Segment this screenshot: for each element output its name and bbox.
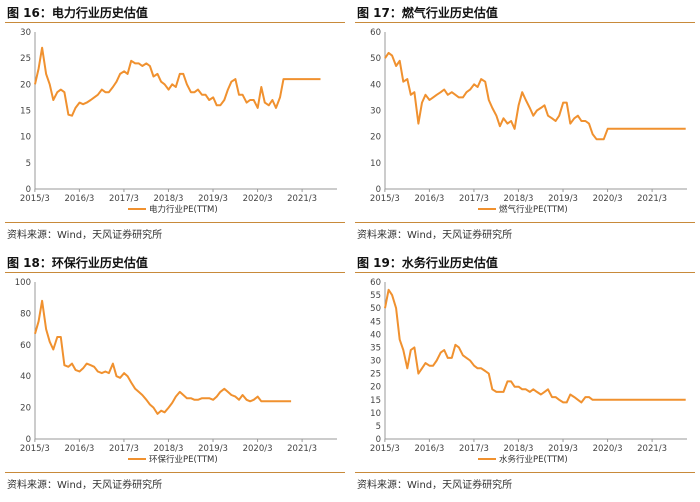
y-tick-label: 20 [370, 383, 381, 393]
y-tick-label: 5 [376, 422, 381, 432]
panel-water: 图 19：水务行业历史估值 0 5 10 15 20 25 30 35 40 45 50 55 60 20… [355, 254, 695, 502]
legend-label: 电力行业PE(TTM) [149, 204, 218, 215]
y-tick-label: 60 [20, 341, 31, 351]
y-tick-label: 30 [370, 357, 381, 367]
y-tick-label: 60 [370, 278, 381, 288]
y-tick-label: 80 [20, 309, 31, 319]
y-tick-label: 5 [26, 159, 31, 169]
y-tick-label: 40 [370, 80, 381, 90]
panel-power: 图 16：电力行业历史估值 0 5 10 15 20 25 30 2015/3 2016/3 20… [5, 4, 345, 252]
y-tick-label: 50 [370, 304, 381, 314]
x-tick-label: 2016/3 [64, 444, 94, 454]
title-divider [5, 22, 345, 23]
y-tick-label: 0 [376, 185, 381, 195]
y-tick-label: 0 [26, 435, 31, 445]
title-divider [355, 272, 695, 273]
x-tick-label: 2015/3 [20, 444, 50, 454]
x-tick-label: 2018/3 [504, 444, 534, 454]
x-tick-label: 2020/3 [243, 444, 273, 454]
x-tick-label: 2015/3 [370, 444, 400, 454]
series-line [34, 46, 321, 117]
y-tick-label: 10 [370, 159, 381, 169]
source-divider [5, 222, 345, 223]
x-tick-label: 2016/3 [414, 444, 444, 454]
y-tick-label: 10 [20, 133, 31, 143]
chart-gas: 0 10 20 30 40 50 60 2015/3 2016/3 2017/3 2018/3 201… [370, 28, 687, 215]
y-tick-label: 15 [370, 396, 381, 406]
source-divider [355, 472, 695, 473]
series-line [384, 288, 686, 404]
source-divider [355, 222, 695, 223]
x-tick-label: 2017/3 [109, 194, 139, 204]
y-tick-label: 100 [15, 278, 31, 288]
source-note: 资料来源：Wind，天风证券研究所 [7, 480, 163, 491]
x-tick-label: 2018/3 [154, 194, 184, 204]
x-tick-label: 2016/3 [414, 194, 444, 204]
y-tick-label: 30 [370, 107, 381, 117]
y-tick-label: 0 [26, 185, 31, 195]
x-tick-label: 2015/3 [20, 194, 50, 204]
legend-label: 燃气行业PE(TTM) [499, 204, 568, 215]
series-line [384, 51, 686, 141]
y-tick-label: 55 [370, 291, 381, 301]
x-tick-label: 2019/3 [548, 194, 578, 204]
x-tick-label: 2019/3 [198, 194, 228, 204]
chart-title: 图 16：电力行业历史估值 [7, 6, 148, 20]
x-tick-label: 2019/3 [198, 444, 228, 454]
title-divider [5, 272, 345, 273]
y-tick-label: 20 [370, 133, 381, 143]
y-tick-label: 0 [376, 435, 381, 445]
chart-title: 图 18：环保行业历史估值 [7, 256, 148, 270]
panel-environmental: 图 18：环保行业历史估值 0 20 40 60 80 100 2015/3 2016/3 20… [5, 254, 345, 502]
y-tick-label: 35 [370, 343, 381, 353]
source-divider [5, 472, 345, 473]
x-tick-label: 2017/3 [109, 444, 139, 454]
legend-label: 水务行业PE(TTM) [499, 454, 568, 465]
x-tick-label: 2021/3 [637, 444, 667, 454]
source-note: 资料来源：Wind，天风证券研究所 [7, 230, 163, 241]
y-tick-label: 20 [20, 80, 31, 90]
y-tick-label: 25 [20, 54, 31, 64]
chart-power: 0 5 10 15 20 25 30 2015/3 2016/3 2017/3 2018/3 2019… [20, 28, 337, 215]
x-tick-label: 2017/3 [459, 444, 489, 454]
x-tick-label: 2021/3 [287, 194, 317, 204]
title-divider [355, 22, 695, 23]
source-note: 资料来源：Wind，天风证券研究所 [357, 230, 513, 241]
x-tick-label: 2020/3 [593, 194, 623, 204]
chart-water: 0 5 10 15 20 25 30 35 40 45 50 55 60 2015/3 2016/3 2017… [370, 278, 687, 465]
y-tick-label: 50 [370, 54, 381, 64]
panel-gas: 图 17：燃气行业历史估值 0 10 20 30 40 50 60 2015/3 2016/3 2… [355, 4, 695, 252]
y-tick-label: 10 [370, 409, 381, 419]
x-tick-label: 2021/3 [637, 194, 667, 204]
chart-environmental: 0 20 40 60 80 100 2015/3 2016/3 2017/3 2018/3 2019… [15, 278, 337, 465]
x-tick-label: 2020/3 [593, 444, 623, 454]
y-tick-label: 25 [370, 370, 381, 380]
x-tick-label: 2020/3 [243, 194, 273, 204]
y-tick-label: 30 [20, 28, 31, 38]
x-tick-label: 2018/3 [154, 444, 184, 454]
x-tick-label: 2018/3 [504, 194, 534, 204]
x-tick-label: 2015/3 [370, 194, 400, 204]
y-tick-label: 15 [20, 107, 31, 117]
source-note: 资料来源：Wind，天风证券研究所 [357, 480, 513, 491]
y-tick-label: 60 [370, 28, 381, 38]
x-tick-label: 2019/3 [548, 444, 578, 454]
legend-label: 环保行业PE(TTM) [149, 454, 218, 465]
y-tick-label: 20 [20, 404, 31, 414]
x-tick-label: 2021/3 [287, 444, 317, 454]
x-tick-label: 2016/3 [64, 194, 94, 204]
chart-title: 图 19：水务行业历史估值 [357, 256, 498, 270]
y-tick-label: 45 [370, 317, 381, 327]
x-tick-label: 2017/3 [459, 194, 489, 204]
y-tick-label: 40 [370, 330, 381, 340]
series-line [34, 299, 292, 415]
chart-title: 图 17：燃气行业历史估值 [357, 6, 498, 20]
y-tick-label: 40 [20, 372, 31, 382]
